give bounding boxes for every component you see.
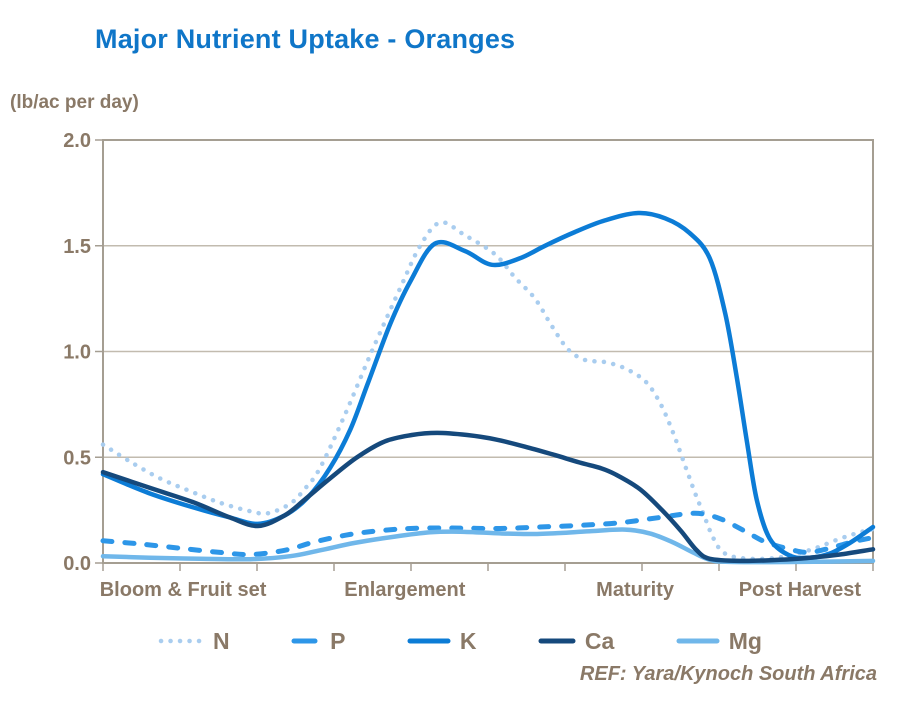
chart-title: Major Nutrient Uptake - Oranges: [95, 24, 516, 54]
series-line-ca: [100, 430, 876, 564]
reference-note: REF: Yara/Kynoch South Africa: [579, 663, 877, 685]
x-category-label: Post Harvest: [739, 579, 862, 601]
y-tick-label: 0.0: [63, 553, 91, 575]
legend-item-k: K: [407, 627, 477, 654]
legend-label-n: N: [213, 627, 230, 654]
series-line-mg: [100, 527, 876, 565]
legend-label-mg: Mg: [728, 627, 762, 654]
x-category-label: Bloom & Fruit set: [100, 579, 267, 601]
legend-label-ca: Ca: [584, 627, 615, 654]
series-line-n: [100, 220, 876, 562]
x-category-label: Enlargement: [344, 579, 465, 601]
legend-item-mg: Mg: [676, 627, 762, 654]
legend-line-sample-ca: [538, 638, 576, 644]
legend-line-sample-n: [158, 638, 204, 644]
series-line-p: [100, 510, 876, 558]
y-axis-unit-label: (lb/ac per day): [10, 92, 139, 113]
legend-item-n: N: [158, 627, 230, 654]
x-category-label: Maturity: [596, 579, 675, 601]
y-tick-label: 2.0: [63, 130, 91, 152]
legend-line-sample-mg: [676, 638, 720, 644]
chart-legend: N P K Ca Mg: [158, 624, 762, 658]
legend-line-sample-k: [407, 638, 451, 644]
y-tick-label: 0.5: [63, 447, 91, 469]
series-group: [100, 210, 876, 565]
y-tick-label: 1.0: [63, 342, 91, 364]
legend-line-sample-p: [291, 638, 318, 644]
series-line-k: [100, 210, 876, 561]
legend-item-ca: Ca: [538, 627, 615, 654]
legend-label-k: K: [459, 627, 477, 654]
legend-label-p: P: [330, 627, 346, 654]
legend-item-p: P: [291, 627, 346, 654]
y-tick-label: 1.5: [63, 236, 91, 258]
